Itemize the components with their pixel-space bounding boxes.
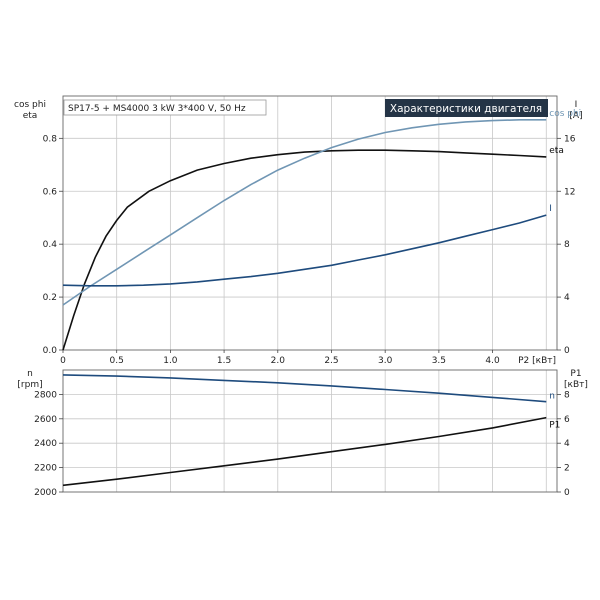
series-line-eta	[62, 149, 547, 351]
y-right-tick-label: 12	[564, 187, 575, 197]
y-right-tick-label: 0	[564, 488, 570, 498]
y-right-axis-label: I	[575, 100, 578, 110]
y-left-tick-label: 0.4	[43, 240, 58, 250]
y-right-tick-label: 8	[564, 390, 570, 400]
y-left-axis-label: [rpm]	[17, 380, 42, 390]
y-right-tick-label: 16	[564, 134, 576, 144]
y-left-tick-label: 0.0	[43, 346, 58, 356]
y-left-tick-label: 2200	[34, 464, 57, 474]
x-tick-label: 4.0	[485, 356, 500, 366]
y-left-tick-label: 2600	[34, 415, 57, 425]
y-left-tick-label: 0.6	[43, 187, 58, 197]
series-line-i	[62, 214, 547, 287]
y-right-tick-label: 4	[564, 439, 570, 449]
y-left-tick-label: 2400	[34, 439, 57, 449]
model-label: SP17-5 + MS4000 3 kW 3*400 V, 50 Hz	[68, 104, 246, 114]
plot-frame	[62, 95, 558, 351]
series-label-eta: eta	[549, 146, 564, 156]
y-right-axis-label: [кВт]	[564, 380, 588, 390]
y-left-tick-label: 0.8	[43, 134, 58, 144]
y-right-tick-label: 4	[564, 293, 570, 303]
x-tick-label: 3.5	[432, 356, 446, 366]
y-left-axis-label: n	[27, 369, 33, 379]
y-right-tick-label: 2	[564, 464, 570, 474]
series-label-n: n	[549, 392, 555, 402]
y-left-axis-label: eta	[23, 111, 38, 121]
chart-banner-text: Характеристики двигателя	[390, 103, 542, 115]
y-right-axis-label: P1	[570, 369, 581, 379]
plot-frame	[62, 369, 558, 493]
y-left-tick-label: 2800	[34, 390, 57, 400]
x-tick-label: 2.0	[271, 356, 286, 366]
series-label-cos-phi: cos phi	[549, 109, 581, 119]
x-tick-label: 2.5	[324, 356, 338, 366]
series-label-p1: P1	[549, 421, 560, 431]
y-left-tick-label: 2000	[34, 488, 57, 498]
x-tick-label: 0	[60, 356, 66, 366]
y-left-axis-label: cos phi	[14, 100, 46, 110]
series-line-p1	[62, 416, 547, 487]
series-line-n	[62, 374, 547, 403]
x-axis-label: P2 [кВт]	[518, 356, 556, 366]
y-right-tick-label: 6	[564, 415, 570, 425]
x-tick-label: 1.5	[217, 356, 231, 366]
x-tick-label: 3.0	[378, 356, 393, 366]
series-line-cos-phi	[62, 119, 547, 306]
x-tick-label: 0.5	[110, 356, 124, 366]
x-tick-label: 1.0	[163, 356, 178, 366]
y-left-tick-label: 0.2	[43, 293, 57, 303]
y-right-tick-label: 8	[564, 240, 570, 250]
chart-banner	[385, 99, 548, 117]
y-right-axis-label: [A]	[569, 111, 582, 121]
series-label-i: I	[549, 204, 552, 214]
y-right-tick-label: 0	[564, 346, 570, 356]
model-label-box	[63, 99, 267, 116]
